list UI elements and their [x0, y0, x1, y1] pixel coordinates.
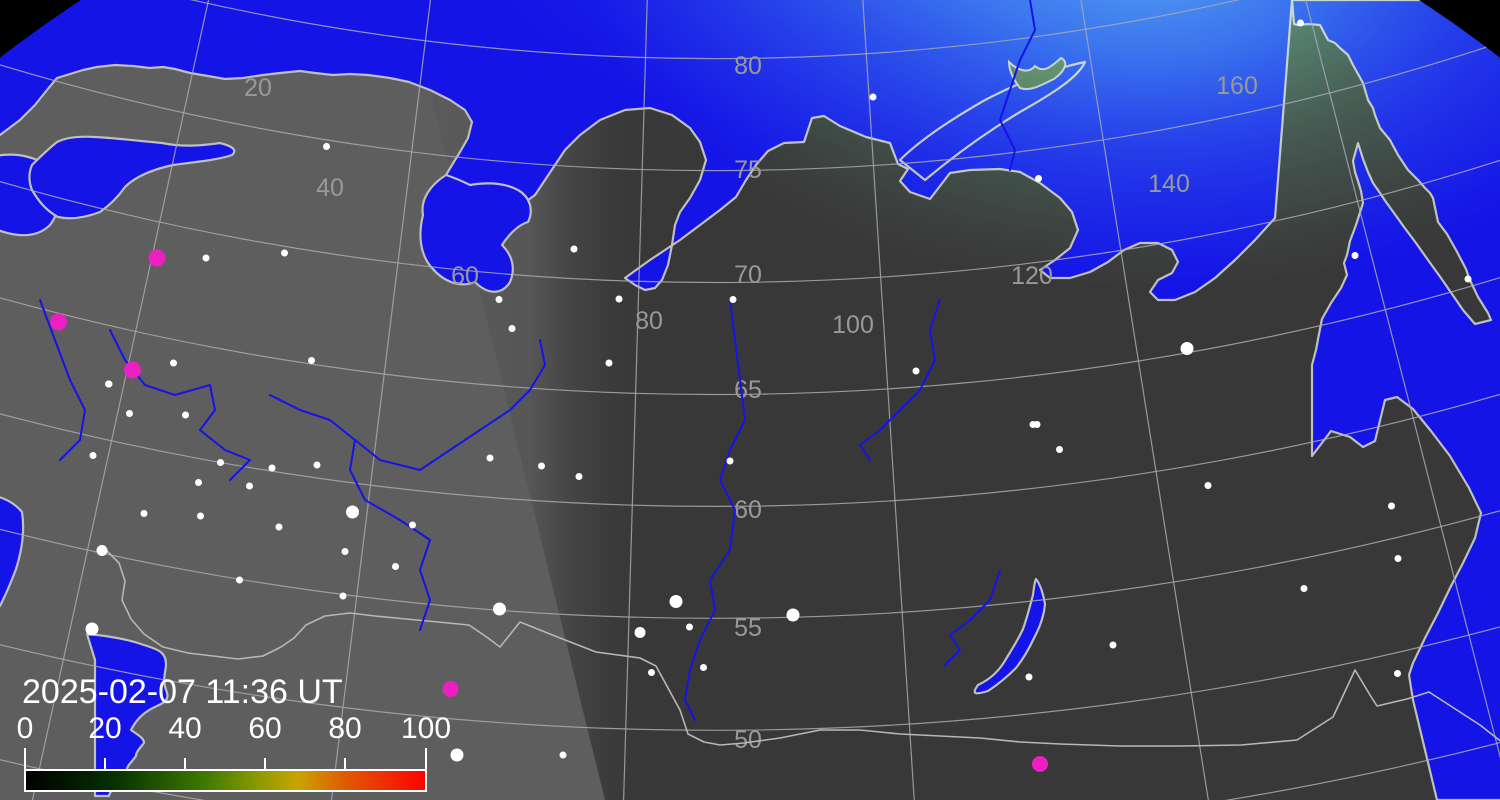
svg-text:20: 20	[244, 74, 272, 102]
svg-text:100: 100	[832, 311, 874, 339]
svg-text:75: 75	[734, 156, 762, 184]
svg-text:160: 160	[1216, 72, 1258, 100]
svg-text:55: 55	[734, 614, 762, 642]
svg-text:60: 60	[248, 712, 281, 745]
svg-text:40: 40	[316, 174, 344, 202]
svg-text:140: 140	[1148, 170, 1190, 198]
svg-text:60: 60	[451, 262, 479, 290]
svg-text:0: 0	[17, 712, 34, 745]
svg-text:60: 60	[734, 496, 762, 524]
svg-text:100: 100	[401, 712, 451, 745]
svg-text:80: 80	[734, 52, 762, 80]
svg-text:120: 120	[1011, 262, 1053, 290]
svg-text:70: 70	[734, 261, 762, 289]
svg-text:20: 20	[88, 712, 121, 745]
svg-text:50: 50	[734, 726, 762, 754]
svg-text:80: 80	[328, 712, 361, 745]
svg-text:2025-02-07 11:36 UT: 2025-02-07 11:36 UT	[22, 673, 343, 711]
svg-text:80: 80	[635, 307, 663, 335]
svg-text:40: 40	[168, 712, 201, 745]
svg-text:65: 65	[734, 376, 762, 404]
